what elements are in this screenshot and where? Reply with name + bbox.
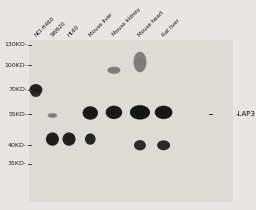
Ellipse shape (135, 109, 145, 115)
Ellipse shape (34, 93, 38, 95)
Text: 35KD-: 35KD- (8, 161, 27, 166)
Text: SW620: SW620 (50, 20, 67, 37)
Ellipse shape (46, 132, 59, 146)
Text: Mouse liver: Mouse liver (88, 12, 114, 37)
Text: 55KD-: 55KD- (8, 112, 27, 117)
Text: Mouse heart: Mouse heart (137, 10, 165, 37)
Ellipse shape (48, 113, 57, 118)
Ellipse shape (33, 88, 39, 92)
Ellipse shape (130, 105, 150, 119)
Text: Mouse kidney: Mouse kidney (112, 7, 142, 37)
Text: -LAP3: -LAP3 (236, 112, 256, 117)
Ellipse shape (108, 67, 120, 74)
Ellipse shape (159, 110, 168, 115)
Ellipse shape (111, 69, 117, 72)
Ellipse shape (160, 143, 167, 147)
Text: 130KD-: 130KD- (4, 42, 27, 47)
Text: Rat liver: Rat liver (161, 18, 181, 37)
Ellipse shape (106, 106, 122, 119)
Ellipse shape (157, 140, 170, 150)
Ellipse shape (137, 143, 143, 147)
Ellipse shape (137, 58, 143, 66)
Bar (29, 40, 233, 202)
Ellipse shape (133, 52, 146, 72)
Ellipse shape (66, 136, 72, 142)
Ellipse shape (134, 140, 146, 150)
Ellipse shape (50, 114, 55, 116)
Ellipse shape (29, 84, 42, 95)
Ellipse shape (85, 133, 95, 145)
Text: NCI-H460: NCI-H460 (34, 15, 56, 37)
Ellipse shape (83, 106, 98, 120)
Ellipse shape (87, 110, 94, 116)
Text: 40KD-: 40KD- (8, 143, 27, 148)
Ellipse shape (62, 132, 76, 146)
Text: 70KD-: 70KD- (8, 87, 27, 92)
Text: HL60: HL60 (67, 24, 80, 37)
Text: 100KD-: 100KD- (4, 63, 27, 68)
Ellipse shape (49, 136, 56, 142)
Ellipse shape (155, 106, 173, 119)
Ellipse shape (31, 91, 41, 97)
Ellipse shape (110, 110, 118, 115)
Ellipse shape (88, 137, 93, 141)
